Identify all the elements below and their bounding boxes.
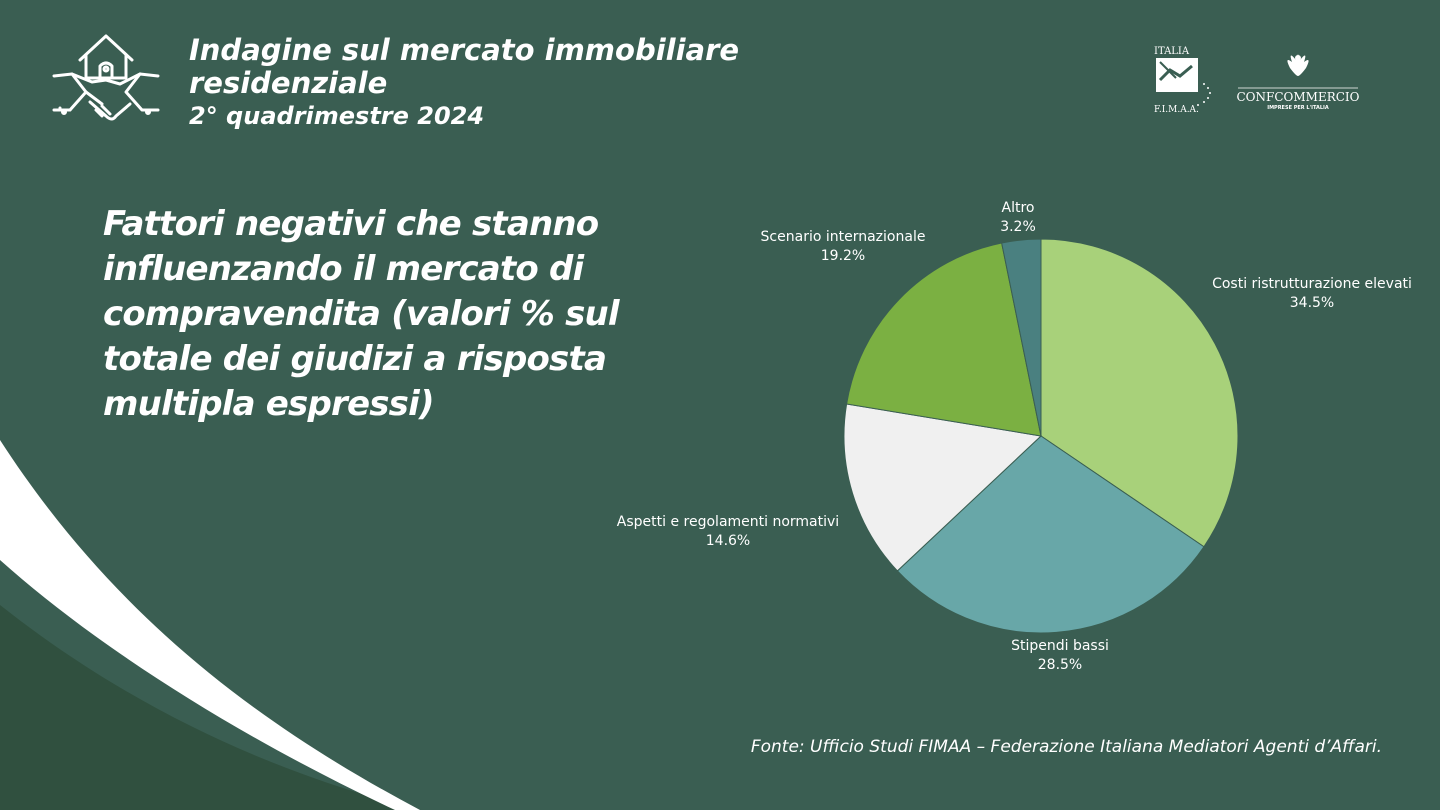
partner-logos: ITALIA F.I.M.A.A. CONFCOMMERCIO IMPRESE … xyxy=(1154,46,1360,115)
report-title: Indagine sul mercato immobiliare residen… xyxy=(189,33,740,100)
slice-label-3: Scenario internazionale xyxy=(761,229,926,245)
fimaa-logo-top-text: ITALIA xyxy=(1154,46,1190,57)
confcommercio-logo-subtext: IMPRESE PER L'ITALIA xyxy=(1267,105,1329,111)
pie-slice-3 xyxy=(846,242,1042,437)
pie-slice-2 xyxy=(843,403,1043,572)
white-curve-stripe xyxy=(0,440,420,810)
fimaa-logo: ITALIA F.I.M.A.A. xyxy=(1154,46,1211,115)
slice-value-label-0: 34.5% xyxy=(1290,295,1334,311)
slice-value-label-2: 14.6% xyxy=(706,533,750,549)
chart-heading: Fattori negativi che stanno influenzando… xyxy=(103,204,620,424)
slice-value-label-1: 28.5% xyxy=(1038,657,1082,673)
source-note: Fonte: Ufficio Studi FIMAA – Federazione… xyxy=(750,737,1382,757)
confcommercio-logo: CONFCOMMERCIO IMPRESE PER L'ITALIA xyxy=(1237,54,1360,111)
pie-slice-0 xyxy=(1040,238,1239,548)
slice-label-4: Altro xyxy=(1002,200,1035,216)
slice-value-label-3: 19.2% xyxy=(821,248,865,264)
confcommercio-logo-text: CONFCOMMERCIO xyxy=(1237,90,1360,104)
house-handshake-icon xyxy=(52,34,160,121)
slice-value-label-4: 3.2% xyxy=(1000,219,1036,235)
dark-corner-shape xyxy=(0,605,420,810)
slice-label-2: Aspetti e regolamenti normativi xyxy=(617,514,839,530)
fimaa-logo-bottom-text: F.I.M.A.A. xyxy=(1154,105,1199,115)
pie-slice-4 xyxy=(1001,238,1042,437)
slice-label-0: Costi ristrutturazione elevati xyxy=(1212,276,1412,292)
report-subtitle: 2° quadrimestre 2024 xyxy=(189,102,485,130)
pie-slice-1 xyxy=(896,435,1205,634)
pie-chart: Costi ristrutturazione elevati 34.5% Stipe… xyxy=(617,200,1412,673)
slice-label-1: Stipendi bassi xyxy=(1011,638,1109,654)
